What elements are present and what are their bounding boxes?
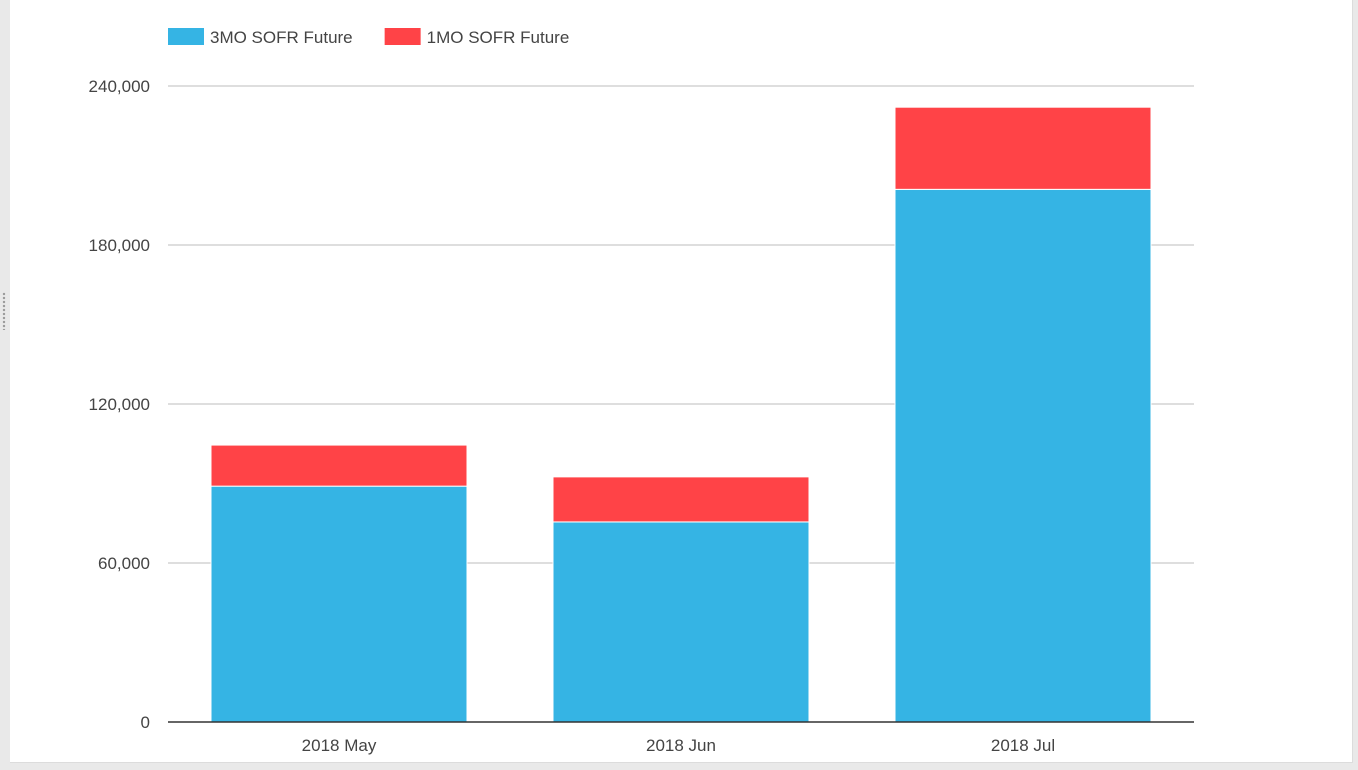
y-tick-label: 60,000 xyxy=(98,554,150,573)
legend-label: 3MO SOFR Future xyxy=(210,28,353,47)
bar-segment xyxy=(210,444,468,487)
bar-segment xyxy=(552,476,810,523)
legend-label: 1MO SOFR Future xyxy=(427,28,570,47)
y-tick-label: 180,000 xyxy=(89,236,150,255)
y-tick-label: 0 xyxy=(141,713,150,732)
x-tick-label: 2018 May xyxy=(302,736,377,755)
bar-segment xyxy=(552,521,810,723)
bar-segment xyxy=(894,106,1152,190)
bar-segment xyxy=(210,485,468,723)
bar-segment xyxy=(894,188,1152,723)
x-tick-label: 2018 Jun xyxy=(646,736,716,755)
y-tick-label: 240,000 xyxy=(89,77,150,96)
stacked-bar-chart: 0 60,000 120,000 180,000 240,000 2018 May 2018… xyxy=(89,28,1194,755)
x-tick-label: 2018 Jul xyxy=(991,736,1055,755)
legend-swatch xyxy=(168,28,204,45)
chart-panel: 0 60,000 120,000 180,000 240,000 2018 May 2018… xyxy=(10,0,1353,763)
legend-swatch xyxy=(384,28,421,45)
y-tick-label: 120,000 xyxy=(89,395,150,414)
drag-handle-icon[interactable] xyxy=(2,292,6,330)
